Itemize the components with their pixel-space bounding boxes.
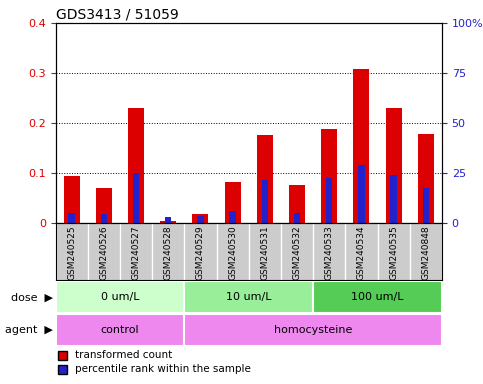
Text: transformed count: transformed count — [75, 350, 172, 360]
Bar — [321, 129, 337, 223]
Bar — [185, 314, 442, 346]
Text: GSM240530: GSM240530 — [228, 225, 237, 280]
Text: GSM240529: GSM240529 — [196, 225, 205, 280]
Bar — [160, 221, 176, 223]
Bar — [100, 214, 107, 223]
Text: dose  ▶: dose ▶ — [11, 292, 53, 302]
Text: GSM240531: GSM240531 — [260, 225, 270, 280]
Bar — [128, 108, 144, 223]
Bar — [133, 173, 139, 223]
Text: GDS3413 / 51059: GDS3413 / 51059 — [56, 8, 178, 22]
Bar — [165, 217, 171, 223]
Bar — [197, 216, 204, 223]
Bar — [418, 134, 434, 223]
Bar — [294, 213, 300, 223]
Bar — [96, 188, 112, 223]
Bar — [56, 281, 185, 313]
Bar — [423, 188, 429, 223]
Text: GSM240526: GSM240526 — [99, 225, 108, 280]
Text: control: control — [100, 325, 139, 335]
Bar — [385, 108, 402, 223]
Text: agent  ▶: agent ▶ — [5, 325, 53, 335]
Text: 0 um/L: 0 um/L — [100, 292, 139, 302]
Bar — [225, 182, 241, 223]
Bar — [185, 281, 313, 313]
Text: GSM240534: GSM240534 — [357, 225, 366, 280]
Text: GSM240528: GSM240528 — [164, 225, 173, 280]
Bar — [313, 281, 442, 313]
Bar — [229, 211, 236, 223]
Text: homocysteine: homocysteine — [274, 325, 352, 335]
Bar — [390, 175, 397, 223]
Bar — [56, 314, 185, 346]
Text: GSM240535: GSM240535 — [389, 225, 398, 280]
Bar — [262, 180, 268, 223]
Bar — [257, 136, 273, 223]
Bar — [326, 178, 332, 223]
Text: GSM240527: GSM240527 — [131, 225, 141, 280]
Text: GSM240525: GSM240525 — [67, 225, 76, 280]
Bar — [69, 213, 75, 223]
Bar — [354, 69, 369, 223]
Text: GSM240533: GSM240533 — [325, 225, 334, 280]
Bar — [289, 185, 305, 223]
Bar — [358, 166, 365, 223]
Text: GSM240532: GSM240532 — [293, 225, 301, 280]
Bar — [192, 214, 209, 223]
Text: GSM240848: GSM240848 — [421, 225, 430, 280]
Text: 10 um/L: 10 um/L — [226, 292, 271, 302]
Text: 100 um/L: 100 um/L — [351, 292, 404, 302]
Text: percentile rank within the sample: percentile rank within the sample — [75, 364, 251, 374]
Bar — [64, 176, 80, 223]
